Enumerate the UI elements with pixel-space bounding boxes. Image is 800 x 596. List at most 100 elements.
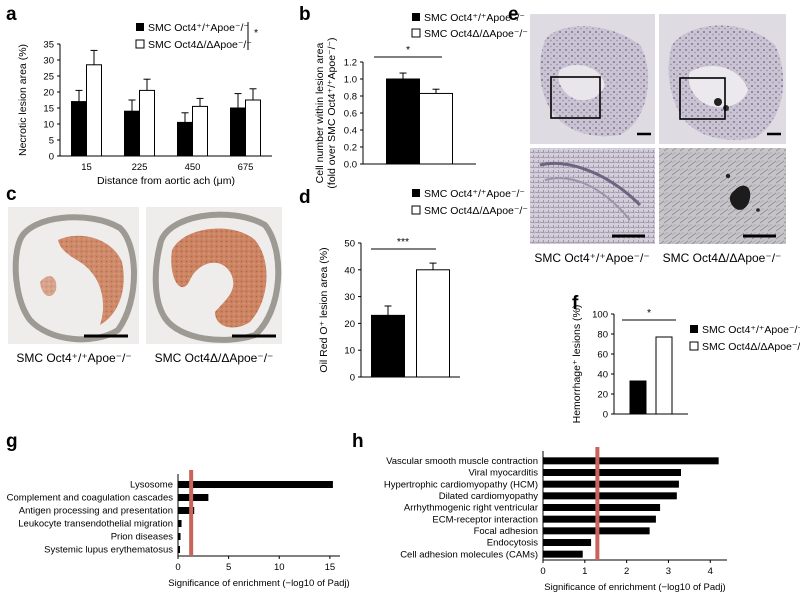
bar-f-wt — [629, 380, 647, 415]
y-tick-label-a: 5 — [49, 136, 54, 147]
threshold-line-h — [595, 447, 600, 560]
x-tick-label-a: 450 — [185, 162, 201, 173]
y-axis-label2-b: (fold over SMC Oct4⁺/⁺Apoe⁻/⁻) — [326, 37, 338, 188]
hemorrhage-micrograph-ko-high — [659, 148, 786, 244]
legend-d-swatch-wt — [412, 189, 420, 197]
bar-a-wt — [177, 121, 193, 157]
y-tick-label-b: 0.6 — [344, 109, 357, 120]
y-tick-label-b: 0.4 — [344, 126, 357, 137]
x-tick-label-a: 225 — [132, 162, 148, 173]
vessel-wall-ko — [152, 211, 282, 343]
bar-a-wt — [71, 101, 87, 157]
panel-c-micrographs: SMC Oct4⁺/⁺Apoe⁻/⁻ SMC Oct4Δ/ΔApoe⁻/⁻ — [8, 207, 282, 365]
bar-a-ko — [245, 99, 261, 157]
y-tick-label-d: 20 — [344, 319, 355, 330]
x-tick-label-h: 1 — [582, 566, 587, 577]
y-axis-label-b: Cell number within lesion area — [314, 43, 326, 184]
bar-a-wt — [124, 110, 140, 157]
category-label-g: Systemic lupus erythematosus — [44, 545, 173, 556]
y-tick-label-f: 0 — [603, 410, 608, 421]
chart-oil-red: 0 10 20 30 40 50 Oil Red O⁺ lesion area (%) — [318, 239, 460, 384]
legend-d-label-wt: SMC Oct4⁺/⁺Apoe⁻/⁻ — [424, 188, 525, 200]
inset-box-ko — [679, 77, 726, 120]
category-label-g: Lysosome — [130, 480, 173, 491]
bar-d-wt — [371, 314, 405, 378]
legend-f: SMC Oct4⁺/⁺Apoe⁻/⁻ SMC Oct4Δ/ΔApoe⁻/⁻ — [689, 324, 800, 353]
y-tick-label-b: 0.0 — [344, 160, 357, 171]
panel-letter-g: g — [6, 431, 18, 452]
y-tick-label-a: 15 — [43, 104, 54, 115]
legend-a-label-wt: SMC Oct4⁺/⁺Apoe⁻/⁻ — [148, 22, 249, 34]
bar-g — [178, 546, 181, 553]
bar-f-ko — [655, 336, 673, 415]
y-tick-label-f: 60 — [597, 350, 608, 361]
bar-g — [178, 494, 209, 501]
lamina-wt — [539, 161, 642, 207]
legend-f-label-wt: SMC Oct4⁺/⁺Apoe⁻/⁻ — [702, 324, 800, 336]
lesion-stain-wt — [58, 235, 124, 325]
y-tick-label-a: 30 — [43, 56, 54, 67]
sig-f: * — [622, 307, 676, 321]
bar-h — [543, 515, 656, 523]
category-label-h: Viral myocarditis — [468, 468, 538, 479]
y-axis-label-d: Oil Red O⁺ lesion area (%) — [318, 247, 330, 372]
sig-d: *** — [371, 236, 436, 250]
category-label-g: Antigen processing and presentation — [19, 506, 173, 517]
vessel-lumen-ko — [688, 66, 748, 108]
x-tick-label-h: 0 — [540, 566, 545, 577]
legend-b-label-wt: SMC Oct4⁺/⁺Apoe⁻/⁻ — [424, 12, 525, 24]
legend-b-swatch-ko — [411, 28, 421, 38]
significance-f: * — [647, 307, 651, 319]
bar-h — [543, 469, 681, 476]
x-tick-label-h: 2 — [624, 566, 629, 577]
y-tick-label-a: 10 — [43, 120, 54, 131]
category-label-h: ECM-receptor interaction — [432, 514, 538, 525]
y-tick-label-b: 1.2 — [344, 58, 357, 69]
x-axis-label-g: Significance of enrichment (−log10 of Pa… — [168, 578, 349, 589]
legend-f-label-ko: SMC Oct4Δ/ΔApoe⁻/⁻ — [702, 341, 800, 353]
bar-d-ko — [416, 269, 450, 378]
y-tick-label-f: 20 — [597, 390, 608, 401]
caption-c-ko: SMC Oct4Δ/ΔApoe⁻/⁻ — [155, 351, 274, 365]
category-label-h: Endocytosis — [487, 538, 538, 549]
x-tick-label-g: 5 — [226, 562, 231, 573]
panel-letter-d: d — [299, 187, 311, 208]
y-tick-label-d: 0 — [350, 373, 355, 384]
y-tick-label-a: 25 — [43, 72, 54, 83]
legend-d-label-ko: SMC Oct4Δ/ΔApoe⁻/⁻ — [424, 205, 528, 217]
sig-b: * — [374, 44, 442, 58]
x-tick-label-g: 10 — [274, 562, 285, 573]
legend-a-swatch-ko — [135, 39, 145, 49]
y-tick-label-d: 40 — [344, 265, 355, 276]
y-tick-label-a: 35 — [43, 40, 54, 51]
y-tick-label-f: 100 — [592, 310, 608, 321]
caption-e-wt: SMC Oct4⁺/⁺Apoe⁻/⁻ — [534, 251, 649, 265]
bar-g — [178, 533, 181, 540]
x-tick-label-a: 675 — [238, 162, 254, 173]
bar-g — [178, 481, 333, 488]
vessel-wall-wt — [12, 214, 137, 343]
panel-letter-h: h — [352, 431, 364, 452]
chart-enrichment-h: Vascular smooth muscle contractionViral … — [384, 447, 727, 593]
bar-b-wt — [386, 78, 420, 165]
bar-h — [543, 504, 661, 511]
legend-f-swatch-wt — [690, 325, 698, 333]
hemorrhage-spot-1 — [714, 98, 722, 106]
panel-e-micrographs: SMC Oct4⁺/⁺Apoe⁻/⁻ SMC Oct4Δ/ΔApoe⁻/⁻ — [530, 14, 786, 265]
x-tick-label-h: 3 — [666, 566, 671, 577]
y-tick-label-b: 0.8 — [344, 92, 357, 103]
hemorrhage-dot-1 — [725, 173, 731, 179]
y-tick-label-d: 30 — [344, 292, 355, 303]
x-axis-label-a: Distance from aortic ach (μm) — [97, 175, 235, 187]
panel-letter-e: e — [508, 4, 519, 25]
chart-necrotic-area: 0 5 10 15 20 25 30 35 Necrotic lesion area (%) 15… — [17, 40, 272, 187]
panel-letter-b: b — [299, 4, 311, 25]
panel-letter-f: f — [572, 293, 579, 314]
category-label-g: Leukocyte transendothelial migration — [18, 519, 173, 530]
bar-g — [178, 507, 195, 514]
hemorrhage-deposit — [729, 185, 751, 210]
bar-a-wt — [230, 107, 246, 157]
bar-b-ko — [419, 92, 453, 165]
legend-b-label-ko: SMC Oct4Δ/ΔApoe⁻/⁻ — [424, 28, 528, 40]
